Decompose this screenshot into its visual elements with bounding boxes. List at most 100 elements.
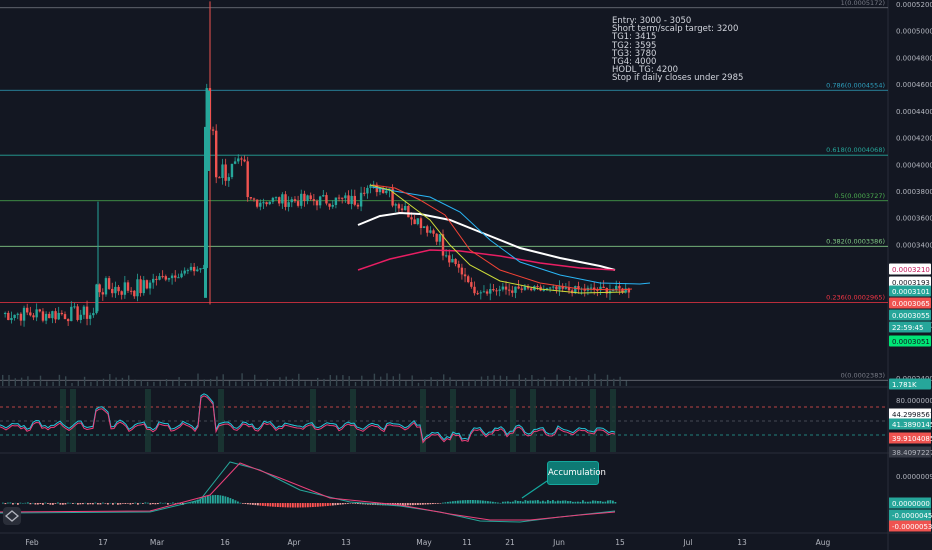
candle-body [142, 280, 145, 294]
volume-bar [474, 380, 476, 386]
macd-bar [437, 503, 439, 504]
candle-body [596, 289, 599, 291]
macd-bar [594, 500, 597, 504]
candle-body [293, 199, 297, 202]
candle-body [309, 195, 312, 200]
candle-body [192, 266, 196, 272]
candle-body [404, 205, 407, 211]
macd-bar [104, 503, 107, 504]
macd-bar [64, 503, 67, 505]
candle-body [410, 217, 413, 220]
macd-bar [397, 503, 399, 506]
macd-bar [292, 503, 294, 508]
macd-bar [452, 501, 454, 504]
rsi-highlight [610, 389, 616, 452]
macd-bar [479, 500, 482, 504]
candle-body [322, 195, 325, 197]
candle-body [233, 161, 237, 164]
macd-bar [247, 503, 249, 505]
volume-bar [159, 381, 161, 386]
macd-bar [67, 502, 69, 504]
volume-bar [398, 373, 401, 386]
volume-bar [153, 381, 155, 386]
rsi-signal-line [0, 395, 616, 444]
macd-bar [582, 500, 584, 504]
macd-bar [159, 502, 162, 504]
macd-bar [314, 503, 317, 507]
price-tag-label: 22:59:45 [892, 324, 923, 332]
macd-bar [419, 503, 422, 505]
x-tick: 17 [98, 538, 108, 547]
volume-bar [165, 379, 168, 386]
volume-bar [600, 378, 602, 386]
macd-bar [172, 502, 174, 504]
candle-body [252, 198, 256, 200]
volume-bar [468, 381, 470, 386]
macd-bar [614, 501, 617, 504]
macd-bar [282, 503, 284, 508]
volume-bar [487, 375, 489, 386]
x-tick: May [416, 538, 432, 547]
candle-body [350, 195, 353, 204]
volume-bar [128, 375, 130, 386]
volume-bar [594, 373, 596, 386]
macd-bar [609, 500, 612, 504]
candle-body [174, 275, 177, 278]
candle-body [473, 286, 476, 294]
macd-bar [74, 502, 77, 504]
macd-bar [127, 503, 129, 504]
candle-body [328, 203, 331, 207]
candle-body [164, 276, 167, 280]
candle-body [123, 282, 127, 295]
candle-body [498, 289, 501, 291]
macd-bar [84, 502, 87, 504]
volume-bar [512, 381, 514, 386]
volume-bar [361, 375, 363, 386]
candle-body [204, 126, 207, 298]
volume-bar [613, 378, 615, 386]
candle-body [89, 315, 92, 319]
macd-bar [152, 503, 154, 505]
candle-body [7, 312, 10, 321]
x-tick: 13 [737, 538, 747, 547]
candle-body [438, 234, 442, 242]
macd-bar [124, 503, 127, 504]
macd-bar [384, 503, 387, 506]
macd-bar [267, 503, 269, 507]
candle-body [356, 204, 360, 207]
candle-body [457, 264, 460, 268]
macd-bar [592, 500, 594, 504]
macd-bar [29, 503, 32, 505]
rsi-line [0, 393, 616, 442]
candle-body [215, 130, 218, 178]
candle-body [577, 286, 580, 290]
price-tick: 0.0004800 [896, 54, 932, 62]
candle-body [41, 311, 45, 321]
volume-bar [461, 381, 464, 386]
macd-bar [259, 503, 262, 506]
macd-bar [552, 500, 554, 504]
macd-bar [59, 503, 62, 505]
fib-label: 0.618(0.0004068) [826, 146, 885, 154]
volume-bar [260, 382, 262, 386]
price-tag-label: 0.0003101 [892, 288, 930, 296]
macd-bar [132, 503, 134, 504]
candle-body [574, 286, 577, 294]
macd-bar [52, 503, 54, 505]
candle-body [218, 177, 221, 179]
candle-body [57, 312, 60, 320]
macd-bar [217, 495, 219, 504]
macd-bar [12, 503, 14, 505]
candle-body [133, 290, 136, 297]
price-tick: 0.0003400 [896, 241, 932, 249]
candle-body [501, 286, 505, 290]
macd-bar [299, 503, 302, 508]
rsi-highlight [530, 389, 536, 452]
macd-bar [312, 503, 314, 508]
rsi-highlight [350, 389, 356, 452]
candle-body [485, 291, 489, 294]
candle-body [511, 290, 514, 293]
candle-body [136, 279, 139, 297]
macd-bar [197, 499, 199, 504]
